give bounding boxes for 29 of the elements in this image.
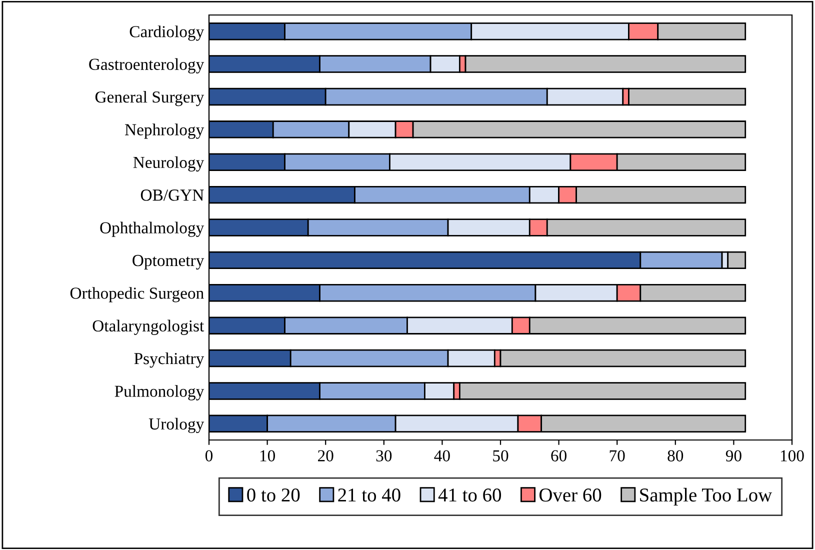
x-tick-label: 70 [610,450,625,462]
x-tick-label: 10 [260,450,275,462]
x-tick-label: 80 [668,450,684,462]
y-tick-label: Nephrology [125,124,204,139]
x-tick-label: 50 [493,450,508,462]
legend-label: 41 to 60 [438,488,502,502]
y-tick-label: Otalaryngologist [92,320,204,335]
y-tick-label: Cardiology [130,26,204,41]
y-tick-label: Neurology [133,156,204,172]
y-tick-label: General Surgery [95,90,204,106]
y-tick-label: Orthopedic Surgeon [70,287,204,302]
legend-label: Sample Too Low [640,488,772,506]
y-tick-label: Optometry [132,254,204,270]
x-tick-label: 100 [780,450,804,462]
y-tick-label: Gastroenterology [89,58,204,74]
legend-label: Over 60 [539,488,602,502]
y-tick-label: OB/GYN [140,190,204,201]
x-tick-label: 90 [726,450,742,462]
y-tick-label: Ophthalmology [100,222,204,237]
legend-label: 0 to 20 [247,488,300,502]
y-tick-label: Psychiatry [134,352,204,368]
y-tick-label: Pulmonology [114,385,204,400]
x-tick-label: 0 [205,450,213,462]
x-tick-label: 20 [318,450,334,462]
x-tick-label: 40 [434,450,450,462]
legend-label: 21 to 40 [338,488,400,502]
x-tick-label: 30 [376,450,392,462]
y-tick-label: Urology [148,418,204,434]
x-tick-label: 60 [551,450,566,462]
